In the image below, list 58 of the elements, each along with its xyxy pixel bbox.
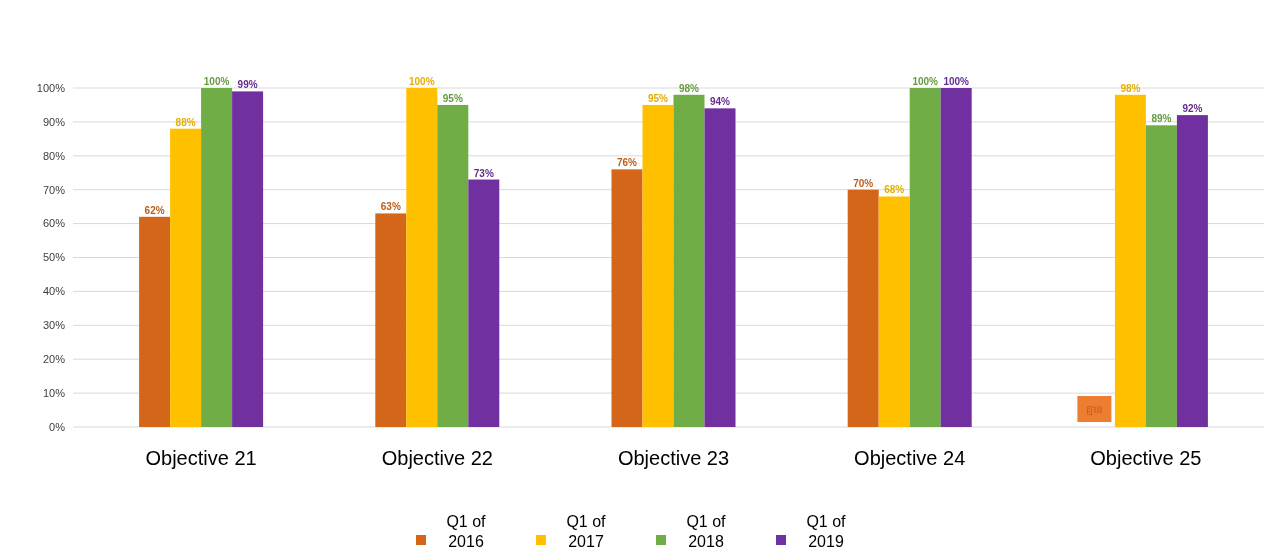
data-label: 100% [912, 76, 939, 87]
bar [909, 88, 941, 427]
bar [375, 213, 407, 427]
x-tick-label: Objective 25 [1090, 447, 1202, 469]
bar [170, 128, 202, 427]
bar [1176, 115, 1208, 427]
data-label: 100% [943, 76, 970, 87]
legend-label: Q1 of 2019 [806, 513, 847, 550]
bar [847, 189, 879, 427]
y-tick-label: 50% [42, 251, 66, 264]
y-tick-label: 90% [42, 115, 66, 128]
bar [673, 94, 705, 427]
x-tick-label: Objective 21 [145, 447, 257, 469]
x-tick-label: Objective 24 [854, 447, 966, 469]
bar [704, 108, 736, 427]
bar [139, 216, 171, 427]
bar [201, 88, 233, 427]
y-tick-label: 10% [42, 386, 66, 399]
legend-label: Q1 of 2018 [686, 513, 727, 550]
data-label: 89% [1151, 113, 1172, 125]
data-label: 68% [884, 184, 905, 196]
x-tick-label: Objective 22 [381, 447, 493, 469]
y-tick-label: 30% [42, 319, 66, 332]
data-label: 62% [144, 204, 165, 216]
data-label: 88% [175, 116, 196, 128]
y-tick-label: 70% [42, 183, 66, 196]
legend-label: Q1 of 2016 [446, 513, 487, 550]
bar [878, 196, 910, 427]
data-label: 95% [647, 92, 669, 104]
bar [406, 88, 438, 427]
data-label: 100% [203, 76, 230, 87]
y-tick-label: 40% [42, 285, 66, 298]
data-label: 63% [380, 201, 401, 213]
data-label: 99% [237, 79, 258, 91]
y-tick-label: 100% [36, 81, 66, 94]
data-label: 70% [853, 177, 874, 189]
data-label: 94% [709, 96, 731, 108]
data-label: 100% [409, 76, 435, 87]
data-label: 73% [473, 167, 494, 179]
bar [611, 169, 643, 427]
bar [1145, 125, 1177, 427]
bar [437, 104, 469, 427]
bar [642, 104, 674, 427]
legend-label: Q1 of 2017 [566, 513, 607, 550]
bar [468, 179, 500, 427]
x-tick-label: Objective 23 [617, 447, 730, 469]
data-label: 98% [1120, 82, 1141, 94]
bar [940, 88, 972, 427]
y-tick-label: 60% [42, 217, 66, 230]
bar [232, 91, 264, 427]
data-label: 95% [442, 92, 463, 104]
data-label: 76% [616, 157, 638, 169]
y-tick-label: 0% [49, 420, 66, 433]
data-label: 92% [1182, 103, 1203, 115]
y-tick-label: 80% [42, 149, 66, 162]
bar [1114, 94, 1146, 427]
y-tick-label: 20% [42, 353, 66, 366]
data-label: 98% [678, 82, 700, 94]
